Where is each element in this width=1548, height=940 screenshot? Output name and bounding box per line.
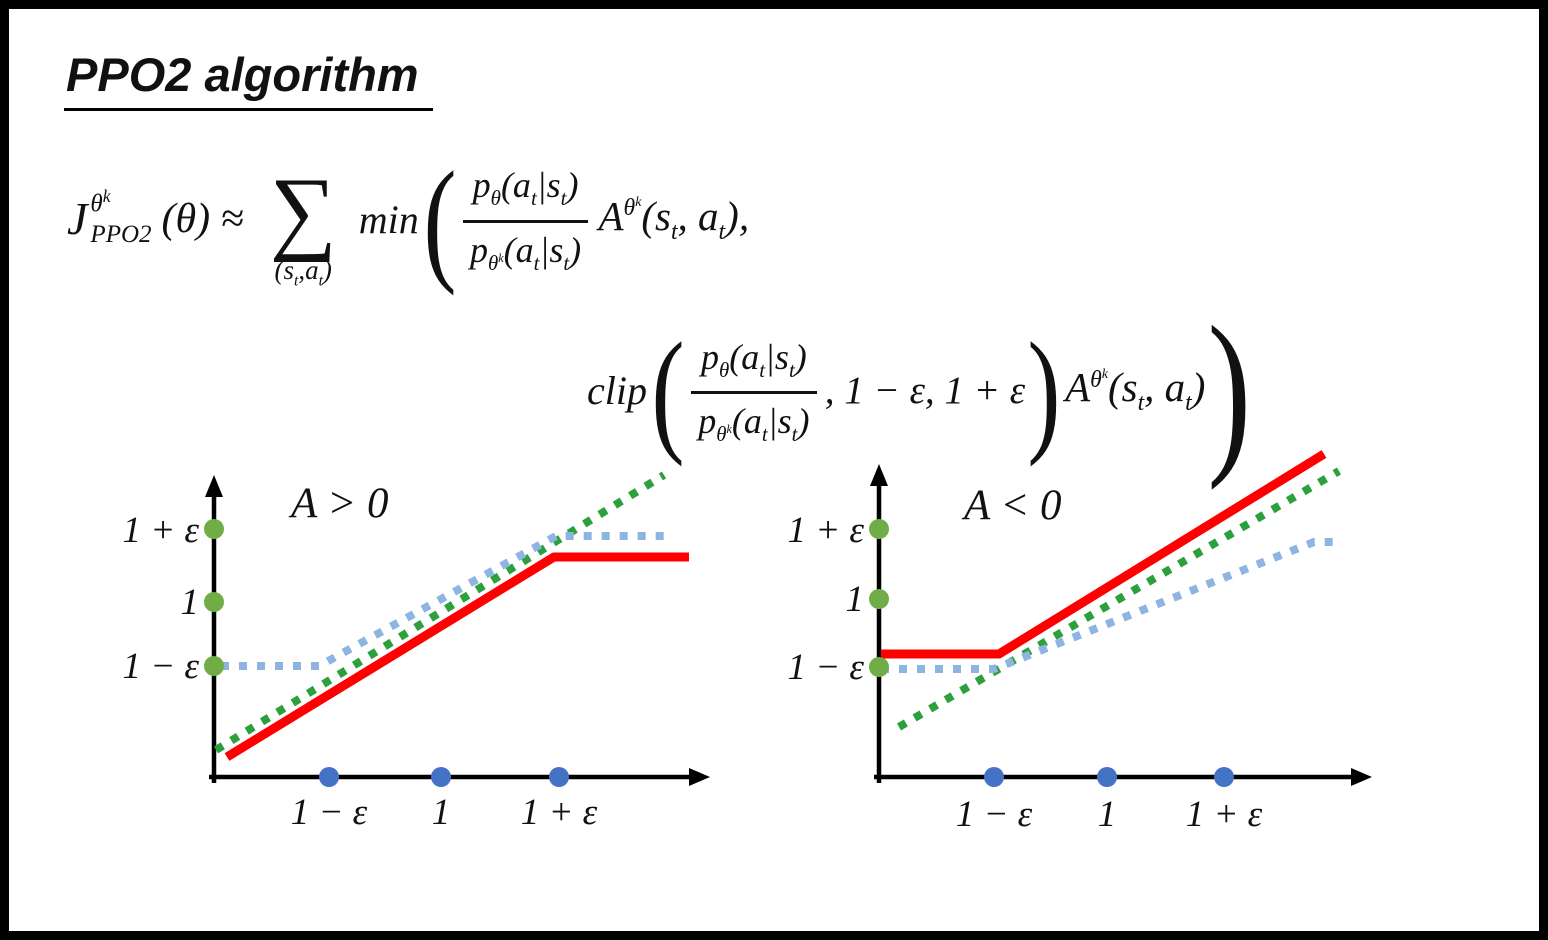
y-tick-label-1: 1 bbox=[846, 579, 865, 620]
y-tick-dot-1plus-eps bbox=[869, 519, 889, 539]
x-tick-label-1: 1 bbox=[1098, 794, 1117, 835]
x-tick-label-1: 1 bbox=[432, 792, 451, 833]
probability-ratio: pθ(at|st) pθk(at|st) bbox=[462, 164, 589, 275]
plot-a-negative: 1 + ε 1 1 − ε 1 − ε 1 1 + ε A < 0 bbox=[787, 450, 1372, 835]
condition-label-positive: A > 0 bbox=[288, 480, 389, 527]
x-tick-label-1plus-eps: 1 + ε bbox=[521, 792, 598, 833]
objective-line bbox=[224, 552, 689, 761]
y-axis-arrow bbox=[870, 464, 888, 486]
sum-symbol: ∑ bbox=[269, 159, 337, 264]
y-tick-dot-1 bbox=[204, 592, 224, 612]
y-tick-dot-1plus-eps bbox=[204, 519, 224, 539]
min-function-label: min bbox=[358, 196, 419, 242]
y-tick-dot-1minus-eps bbox=[204, 656, 224, 676]
clipped-ratio-line bbox=[881, 538, 1341, 673]
trailing-comma: , bbox=[738, 192, 750, 239]
y-tick-label-1minus-eps: 1 − ε bbox=[122, 646, 199, 687]
y-axis-arrow bbox=[205, 475, 223, 497]
x-tick-dot-1 bbox=[431, 767, 451, 787]
lhs-args-approx: (θ) ≈ bbox=[161, 196, 244, 243]
x-tick-dot-1minus-eps bbox=[319, 767, 339, 787]
x-tick-dot-1plus-eps bbox=[1214, 767, 1234, 787]
probability-ratio-2: pθ(at|st) pθk(at|st) bbox=[690, 336, 817, 447]
objective-symbol: J θk PPO2 (θ) ≈ bbox=[67, 186, 244, 248]
x-axis-arrow bbox=[1351, 768, 1372, 786]
slide-title: PPO2 algorithm bbox=[64, 47, 433, 111]
objective-line bbox=[881, 450, 1327, 659]
y-tick-label-1plus-eps: 1 + ε bbox=[122, 510, 199, 551]
ratio-denominator: pθk(at|st) bbox=[469, 229, 582, 275]
ratio-numerator-2: pθ(at|st) bbox=[690, 336, 817, 394]
y-tick-label-1: 1 bbox=[181, 582, 200, 623]
identity-ratio-line bbox=[213, 471, 667, 754]
objective-supsub: θk PPO2 bbox=[90, 186, 152, 248]
y-tick-label-1plus-eps: 1 + ε bbox=[787, 510, 864, 551]
x-tick-label-1plus-eps: 1 + ε bbox=[1186, 794, 1263, 835]
ratio-denominator-2: pθk(at|st) bbox=[698, 401, 810, 447]
advantage-term-2: Aθk(st, at) bbox=[1065, 364, 1206, 417]
objective-J: J bbox=[67, 193, 88, 245]
identity-ratio-line bbox=[896, 467, 1342, 731]
objective-superscript: θk bbox=[90, 186, 111, 218]
condition-label-negative: A < 0 bbox=[961, 482, 1062, 529]
sum-index: (st,at) bbox=[274, 255, 332, 290]
plot-a-positive: 1 + ε 1 1 − ε 1 − ε 1 1 + ε A > 0 bbox=[122, 471, 710, 833]
ratio-numerator: pθ(at|st) bbox=[462, 164, 589, 223]
formula-line-2: clip ( pθ(at|st) pθk(at|st) , 1 − ε, 1 +… bbox=[587, 290, 1252, 491]
x-tick-dot-1plus-eps bbox=[549, 767, 569, 787]
x-tick-label-1minus-eps: 1 − ε bbox=[956, 794, 1033, 835]
clip-bounds: , 1 − ε, 1 + ε bbox=[824, 368, 1026, 412]
clip-function-label: clip bbox=[587, 368, 647, 413]
y-tick-dot-1 bbox=[869, 589, 889, 609]
y-tick-label-1minus-eps: 1 − ε bbox=[787, 647, 864, 688]
x-tick-dot-1minus-eps bbox=[984, 767, 1004, 787]
objective-subscript: PPO2 bbox=[90, 220, 152, 248]
formula-line-1: J θk PPO2 (θ) ≈ ∑ (st,at) min ( pθ(at|st… bbox=[67, 142, 750, 296]
summation: ∑ (st,at) bbox=[269, 159, 337, 290]
advantage-term: Aθk(st, at), bbox=[598, 192, 750, 246]
x-tick-label-1minus-eps: 1 − ε bbox=[291, 792, 368, 833]
x-axis-arrow bbox=[689, 768, 710, 786]
x-tick-dot-1 bbox=[1097, 767, 1117, 787]
y-tick-dot-1minus-eps bbox=[869, 657, 889, 677]
